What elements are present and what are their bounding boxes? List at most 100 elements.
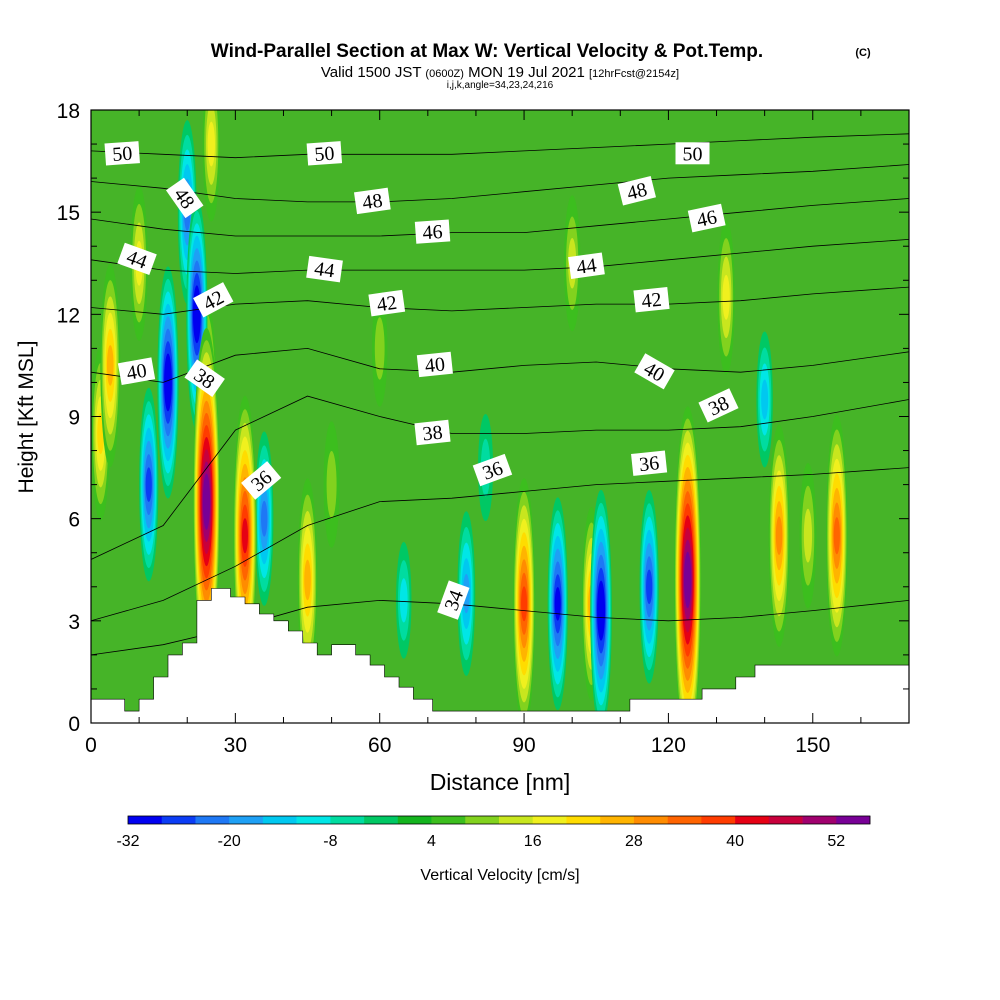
- theta-contour-44: [91, 239, 909, 274]
- contour-label: 50: [306, 141, 343, 166]
- colorbar-tick-label: 28: [625, 833, 643, 850]
- velocity-cell: [684, 563, 691, 597]
- colorbar-swatch: [532, 816, 567, 824]
- contour-label-box: [633, 286, 670, 313]
- contour-label: 42: [193, 282, 234, 318]
- y-tick-label: 18: [57, 100, 80, 123]
- contour-label-text: 40: [125, 360, 149, 385]
- colorbar-swatch: [330, 816, 365, 824]
- y-tick-label: 0: [68, 713, 80, 736]
- contour-label-text: 50: [683, 143, 703, 165]
- contour-label-box: [241, 461, 282, 500]
- colorbar-tick-label: -20: [218, 833, 241, 850]
- contour-label-text: 38: [422, 422, 444, 446]
- contour-label-box: [193, 282, 234, 318]
- y-tick-label: 12: [57, 304, 80, 327]
- contour-label-box: [416, 351, 453, 378]
- chart-title-mark: (C): [855, 47, 871, 59]
- x-tick-label: 60: [368, 734, 391, 757]
- contour-label: 40: [416, 351, 453, 378]
- velocity-cell: [521, 586, 528, 622]
- contour-label-box: [472, 453, 513, 487]
- colorbar-swatch: [195, 816, 230, 824]
- contour-label: 46: [687, 203, 726, 233]
- contour-label: 36: [631, 450, 668, 476]
- contour-label: 44: [306, 255, 343, 283]
- contour-label-box: [117, 242, 157, 276]
- velocity-cell: [241, 518, 248, 554]
- contour-label-box: [165, 177, 204, 219]
- contour-label-box: [414, 219, 451, 244]
- velocity-cell: [554, 587, 561, 621]
- velocity-cell: [304, 559, 311, 601]
- colorbar-swatch: [128, 816, 163, 824]
- contour-label-text: 44: [313, 258, 336, 283]
- velocity-cell: [833, 517, 840, 555]
- terrain-mask: [91, 588, 909, 723]
- contour-label-text: 46: [422, 221, 443, 244]
- velocity-cell: [722, 274, 730, 320]
- x-tick-label: 30: [224, 734, 247, 757]
- x-tick-label: 0: [85, 734, 97, 757]
- contour-label-box: [617, 175, 657, 206]
- contour-label-box: [353, 187, 391, 215]
- velocity-cell: [646, 569, 653, 605]
- velocity-cell: [145, 467, 152, 502]
- section-info: i,j,k,angle=34,23,24,216: [447, 80, 554, 91]
- x-axis: 0 30 60 90 120 150: [85, 110, 910, 757]
- contour-label-text: 36: [638, 452, 660, 476]
- colorbar-label: Vertical Velocity [cm/s]: [420, 867, 579, 884]
- theta-contour-48: [91, 164, 909, 203]
- colorbar-swatch: [735, 816, 770, 824]
- velocity-cell: [803, 508, 813, 563]
- colorbar-swatch: [364, 816, 399, 824]
- contour-label: 44: [568, 252, 605, 279]
- contour-label: 40: [117, 357, 156, 386]
- theta-contour-46: [91, 198, 909, 237]
- colorbar-swatch: [768, 816, 803, 824]
- velocity-cell: [326, 451, 337, 519]
- colorbar-swatch: [836, 816, 871, 824]
- y-tick-label: 9: [68, 407, 80, 430]
- contour-label-text: 44: [575, 254, 598, 279]
- colorbar-frame: [127, 815, 871, 825]
- velocity-cell: [207, 121, 215, 167]
- colorbar-swatch: [499, 816, 534, 824]
- velocity-cell: [775, 516, 783, 555]
- contour-label-box: [675, 142, 710, 165]
- contour-label-text: 42: [641, 289, 663, 313]
- contour-label: 36: [472, 453, 513, 487]
- colorbar-tick-label: 40: [726, 833, 744, 850]
- colorbar-swatch: [229, 816, 264, 824]
- colorbar: -32 -20 -8 4 16 28 40 52: [116, 815, 871, 850]
- contour-label-box: [414, 419, 451, 446]
- contour-label: 42: [368, 289, 406, 317]
- colorbar-tick-label: -8: [323, 833, 337, 850]
- colorbar-tick-label: 52: [827, 833, 845, 850]
- theta-contour-40: [91, 347, 909, 383]
- contour-label-box: [568, 252, 605, 279]
- contour-label-text: 48: [361, 190, 384, 215]
- velocity-cell: [761, 379, 769, 420]
- contour-label-box: [306, 141, 343, 166]
- contour-label: 48: [353, 187, 391, 215]
- velocity-cell: [203, 485, 210, 518]
- y-tick-label: 3: [68, 611, 80, 634]
- contour-label-text: 50: [314, 143, 335, 166]
- contour-label-box: [437, 580, 470, 620]
- subtitle-forecast: [12hrFcst@2154z]: [589, 68, 679, 80]
- contour-label-text: 50: [112, 143, 133, 166]
- colorbar-swatch: [397, 816, 432, 824]
- colorbar-swatch: [600, 816, 635, 824]
- contour-label-text: 40: [424, 353, 446, 377]
- contour-label-box: [698, 388, 739, 423]
- contour-label-box: [368, 289, 406, 317]
- contour-label-box: [306, 255, 343, 283]
- contour-label-text: 42: [375, 292, 398, 317]
- velocity-cell: [261, 500, 268, 537]
- colorbar-swatch: [802, 816, 837, 824]
- colorbar-swatch: [262, 816, 297, 824]
